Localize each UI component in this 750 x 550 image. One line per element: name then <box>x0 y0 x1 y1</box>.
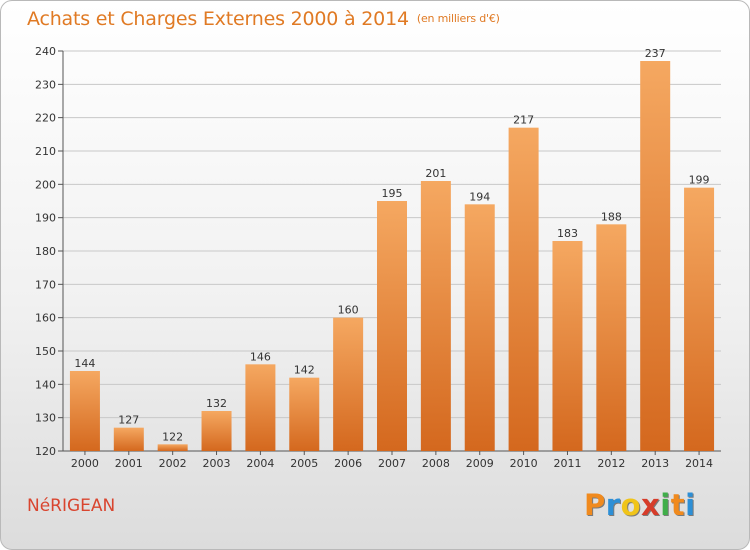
x-tick-label: 2005 <box>290 457 318 470</box>
bar-value-label: 201 <box>425 167 446 180</box>
proxiti-logo[interactable]: Proxiti <box>584 488 696 522</box>
bar-value-label: 188 <box>601 210 622 223</box>
bar-value-label: 195 <box>382 187 403 200</box>
bar <box>552 241 583 451</box>
bar <box>289 377 320 451</box>
commune-name: NéRIGEAN <box>27 496 116 516</box>
bar <box>464 204 495 451</box>
bar <box>684 187 715 451</box>
bar-value-label: 122 <box>162 430 183 443</box>
bar <box>157 444 188 451</box>
logo-letter: i <box>685 488 696 522</box>
y-tick-label: 240 <box>35 45 56 58</box>
x-tick-label: 2013 <box>641 457 669 470</box>
logo-letter: x <box>641 488 661 522</box>
y-tick-label: 140 <box>35 378 56 391</box>
y-tick-label: 200 <box>35 178 56 191</box>
y-tick-label: 190 <box>35 212 56 225</box>
bar <box>245 364 276 451</box>
bar-value-label: 142 <box>294 364 315 377</box>
x-tick-label: 2000 <box>71 457 99 470</box>
bar-value-label: 237 <box>645 47 666 60</box>
bar-value-label: 183 <box>557 227 578 240</box>
logo-letter: o <box>620 488 642 522</box>
x-tick-label: 2011 <box>553 457 581 470</box>
y-tick-label: 160 <box>35 312 56 325</box>
logo-letter: P <box>584 488 606 522</box>
unit-label: (en milliers d'€) <box>416 12 500 25</box>
title-text: Achats et Charges Externes 2000 à 2014 <box>27 8 409 30</box>
x-tick-label: 2002 <box>159 457 187 470</box>
x-tick-label: 2010 <box>510 457 538 470</box>
bar <box>377 201 407 451</box>
x-tick-label: 2003 <box>203 457 231 470</box>
y-tick-label: 230 <box>35 78 56 91</box>
logo-letter: r <box>605 488 621 522</box>
bar <box>508 127 539 452</box>
y-tick-label: 210 <box>35 145 56 158</box>
bar <box>201 411 232 451</box>
y-tick-label: 220 <box>35 112 56 125</box>
x-tick-label: 2004 <box>246 457 274 470</box>
logo-letter: t <box>670 488 686 522</box>
bar-value-label: 160 <box>338 304 359 317</box>
bar <box>69 371 100 451</box>
x-tick-label: 2006 <box>334 457 362 470</box>
y-tick-label: 150 <box>35 345 56 358</box>
bar-value-label: 146 <box>250 350 271 363</box>
bar-value-label: 127 <box>118 414 139 427</box>
bar <box>420 181 451 451</box>
y-tick-label: 120 <box>35 445 56 458</box>
x-tick-label: 2008 <box>422 457 450 470</box>
bar-value-label: 217 <box>513 114 534 127</box>
x-tick-label: 2014 <box>685 457 713 470</box>
bar-value-label: 194 <box>469 190 490 203</box>
logo-letter: i <box>660 488 671 522</box>
chart-title: Achats et Charges Externes 2000 à 2014 (e… <box>27 8 500 30</box>
y-tick-label: 130 <box>35 412 56 425</box>
x-tick-label: 2007 <box>378 457 406 470</box>
bar-value-label: 199 <box>689 174 710 187</box>
x-tick-label: 2012 <box>597 457 625 470</box>
x-tick-label: 2009 <box>466 457 494 470</box>
y-tick-label: 180 <box>35 245 56 258</box>
x-tick-label: 2001 <box>115 457 143 470</box>
bar-value-label: 132 <box>206 397 227 410</box>
y-tick-label: 170 <box>35 278 56 291</box>
bar <box>640 61 671 451</box>
bar <box>333 317 364 451</box>
bar-value-label: 144 <box>74 357 95 370</box>
bar <box>113 427 144 451</box>
bar <box>596 224 627 451</box>
